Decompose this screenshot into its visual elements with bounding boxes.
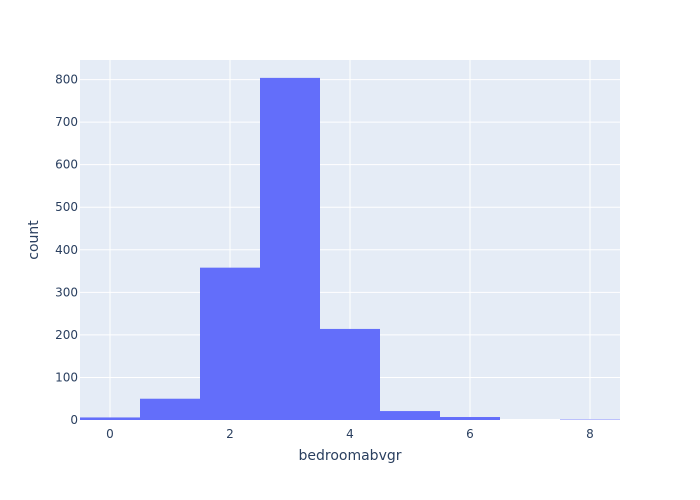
histogram-bar[interactable] — [140, 398, 200, 420]
y-tick-label: 700 — [55, 115, 78, 129]
y-tick-label: 500 — [55, 200, 78, 214]
y-tick-labels: 0 100 200 300 400 500 600 700 800 — [55, 73, 78, 427]
x-tick-label: 6 — [466, 427, 474, 441]
y-axis-title: count — [26, 220, 42, 260]
y-tick-label: 100 — [55, 370, 78, 384]
histogram-bar[interactable] — [260, 77, 320, 420]
y-tick-label: 200 — [55, 328, 78, 342]
x-tick-label: 8 — [586, 427, 594, 441]
x-tick-labels: 0 2 4 6 8 — [106, 427, 594, 441]
y-tick-label: 400 — [55, 243, 78, 257]
y-tick-label: 800 — [55, 73, 78, 87]
y-tick-label: 600 — [55, 158, 78, 172]
histogram-bar[interactable] — [380, 411, 440, 420]
bars — [80, 77, 620, 420]
histogram-bar[interactable] — [80, 417, 140, 420]
histogram-bar[interactable] — [200, 267, 260, 420]
histogram-bar[interactable] — [440, 417, 500, 420]
x-tick-label: 4 — [346, 427, 354, 441]
histogram-bar[interactable] — [320, 328, 380, 420]
y-tick-label: 0 — [70, 413, 78, 427]
x-axis-title: bedroomabvgr — [299, 448, 402, 464]
x-tick-label: 0 — [106, 427, 114, 441]
x-tick-label: 2 — [226, 427, 234, 441]
y-tick-label: 300 — [55, 285, 78, 299]
